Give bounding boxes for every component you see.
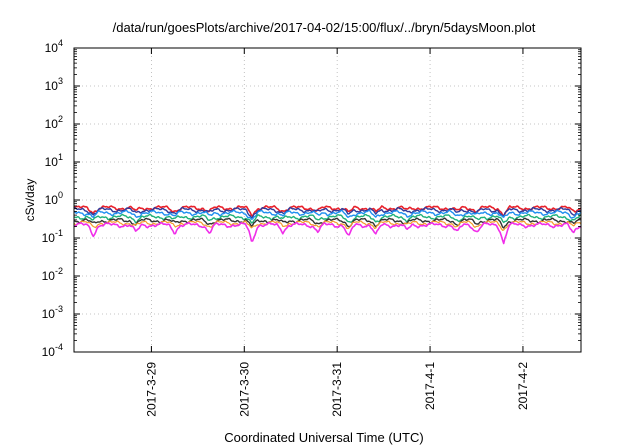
y-tick-label: 104: [45, 38, 63, 55]
chart-title: /data/run/goesPlots/archive/2017-04-02/1…: [113, 20, 536, 35]
grid-lines: [74, 48, 581, 352]
series-line: [73, 217, 582, 229]
series-line: [73, 213, 582, 224]
series-line: [73, 209, 582, 220]
y-tick-label: 10-4: [42, 342, 63, 359]
series-group: [73, 205, 582, 245]
y-tick-exponent: 3: [58, 76, 63, 86]
series-line: [73, 206, 582, 219]
axis-ticks: [74, 47, 581, 353]
series-line: [73, 221, 582, 245]
x-tick-label: 2017-3-29: [144, 362, 158, 417]
y-tick-label: 101: [45, 152, 63, 169]
y-tick-label: 103: [45, 76, 63, 93]
y-tick-exponent: 2: [58, 114, 63, 124]
y-tick-label: 10-3: [42, 304, 63, 321]
x-tick-label: 2017-3-30: [237, 362, 251, 417]
y-tick-label: 100: [45, 190, 63, 207]
y-tick-label: 102: [45, 114, 63, 131]
x-tick-labels: 2017-3-29 2017-3-30 2017-3-31 2017-4-1 2017-…: [144, 362, 530, 417]
y-tick-exponent: 4: [58, 38, 63, 48]
y-tick-exponent: -2: [55, 266, 63, 276]
y-tick-exponent: -4: [55, 342, 63, 352]
series-line: [73, 205, 582, 218]
x-tick-label: 2017-4-2: [516, 362, 530, 410]
y-tick-label: 10-1: [42, 228, 63, 245]
y-tick-exponent: -3: [55, 304, 63, 314]
y-tick-exponent: 1: [58, 152, 63, 162]
y-tick-exponent: 0: [58, 190, 63, 200]
y-axis-label: cSv/day: [23, 179, 37, 222]
x-axis-label: Coordinated Universal Time (UTC): [224, 430, 423, 445]
y-tick-exponent: -1: [55, 228, 63, 238]
x-tick-label: 2017-3-31: [330, 362, 344, 417]
x-tick-label: 2017-4-1: [423, 362, 437, 410]
y-tick-label: 10-2: [42, 266, 63, 283]
